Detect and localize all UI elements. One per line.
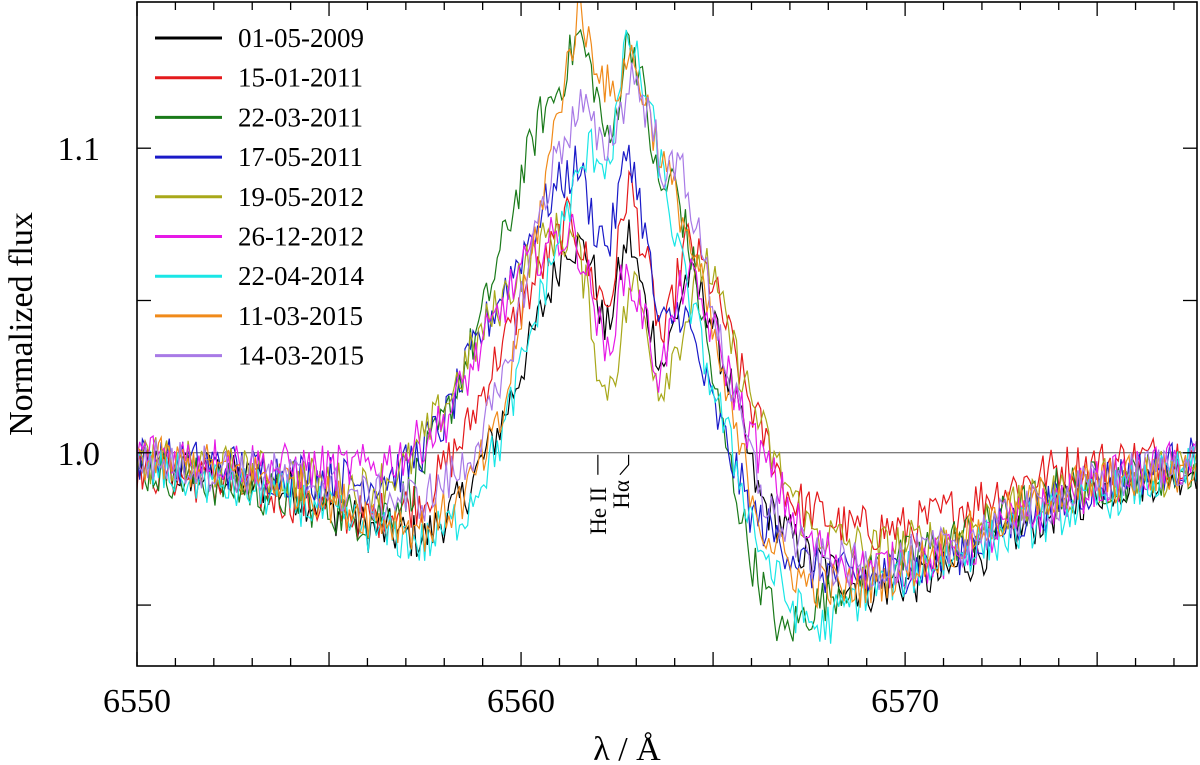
halpha-marker bbox=[619, 454, 630, 476]
axis-ticks: 6550 6560 6570 1.0 1.1 bbox=[58, 2, 1197, 720]
series-layer bbox=[137, 2, 1197, 644]
y-tick-label: 1.1 bbox=[58, 131, 101, 168]
legend-label: 14-03-2015 bbox=[238, 341, 364, 371]
y-tick-label: 1.0 bbox=[58, 436, 101, 473]
x-tick-label: 6560 bbox=[487, 683, 555, 720]
heii-label: He II bbox=[586, 487, 611, 535]
x-tick-label: 6550 bbox=[103, 683, 171, 720]
x-tick-label: 6570 bbox=[871, 683, 939, 720]
legend-label: 17-05-2011 bbox=[238, 142, 363, 172]
series-line-14-03-2015 bbox=[137, 62, 1197, 590]
y-axis-label: Normalized flux bbox=[3, 212, 40, 436]
legend-label: 26-12-2012 bbox=[238, 222, 364, 252]
halpha-label: Hα bbox=[609, 480, 634, 509]
legend: 01-05-2009 15-01-2011 22-03-2011 17-05-2011… bbox=[155, 23, 364, 371]
legend-label: 01-05-2009 bbox=[238, 23, 364, 53]
legend-label: 19-05-2012 bbox=[238, 182, 364, 212]
legend-label: 11-03-2015 bbox=[238, 301, 363, 331]
legend-label: 15-01-2011 bbox=[238, 63, 363, 93]
series-line-11-03-2015 bbox=[137, 2, 1197, 610]
legend-label: 22-04-2014 bbox=[238, 261, 364, 291]
x-axis-label: λ / Å bbox=[593, 731, 661, 765]
series-line-22-04-2014 bbox=[137, 29, 1197, 644]
plot-frame bbox=[136, 1, 1198, 667]
legend-label: 22-03-2011 bbox=[238, 102, 363, 132]
